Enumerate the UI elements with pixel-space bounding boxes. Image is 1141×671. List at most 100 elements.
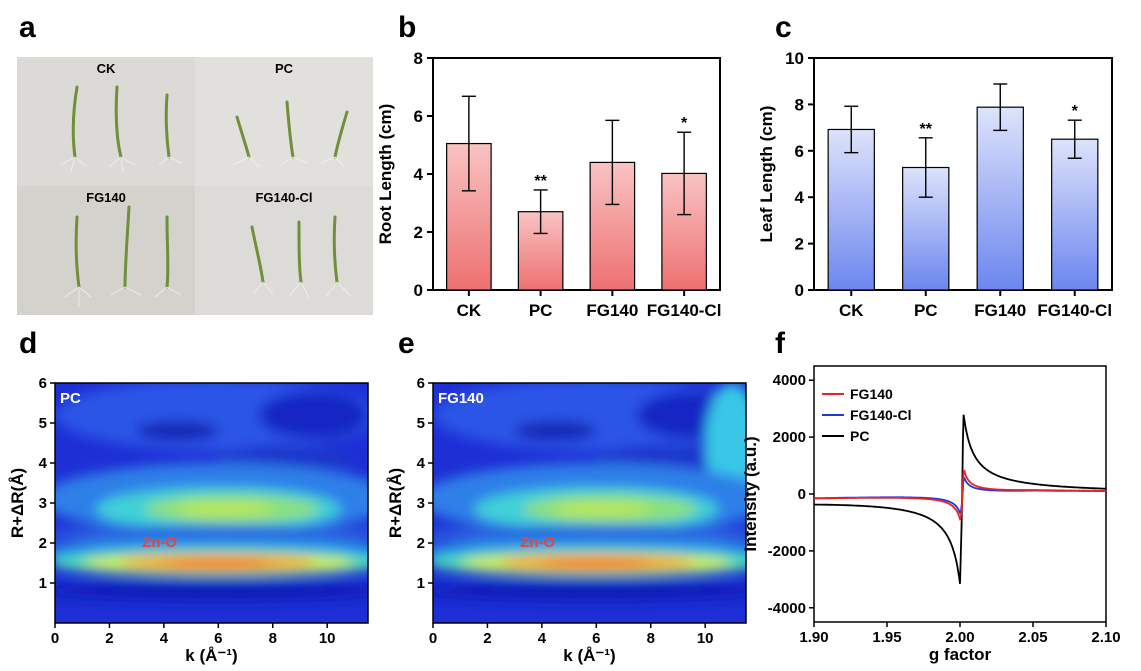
photo-label-fg140: FG140 [86, 190, 126, 205]
ytick-label-d: 6 [39, 375, 47, 392]
y-axis-label-f: Intensity (a.u.) [741, 436, 760, 551]
ytick-label-e: 4 [417, 455, 426, 472]
category-label-c: FG140-Cl [1037, 301, 1112, 320]
x-axis-label-d: k (Å⁻¹) [185, 646, 237, 665]
xtick-label-e: 2 [483, 630, 491, 647]
ytick-label-c: 10 [785, 49, 804, 68]
seedling-photo: CK PC FG140 FG140-Cl [17, 57, 373, 315]
panel-label-f: f [775, 327, 785, 360]
ytick-label-d: 5 [39, 415, 47, 432]
category-label-c: PC [914, 301, 938, 320]
panel-label-e: e [398, 327, 415, 360]
contour-blob [174, 501, 273, 517]
y-axis-label-b: Root Length (cm) [376, 104, 395, 245]
xtick-label-f: 1.90 [799, 629, 828, 646]
plot-frame-c [813, 57, 1113, 291]
xtick-label-e: 10 [697, 630, 714, 647]
xtick-label-e: 0 [429, 630, 437, 647]
contour-blob [433, 581, 746, 601]
xtick-label-e: 6 [592, 630, 600, 647]
bar-c [1051, 138, 1099, 291]
xtick-label-f: 2.00 [945, 629, 974, 646]
contour-blob [55, 525, 368, 545]
significance-mark-b: * [681, 115, 688, 132]
bar-c [827, 128, 875, 291]
ytick-label-b: 0 [414, 281, 423, 300]
ytick-label-d: 4 [39, 455, 48, 472]
ytick-label-c: 4 [795, 188, 805, 207]
photo-quadrant-fg140: FG140 [17, 186, 195, 315]
ytick-label-f: 4000 [773, 372, 806, 389]
ytick-label-f: 2000 [773, 429, 806, 446]
category-label-b: PC [529, 301, 553, 320]
legend-label-pc: PC [850, 428, 869, 444]
heatmap-sample-label-d: PC [60, 390, 81, 407]
zno-annotation-e: Zn-O [520, 534, 555, 551]
legend-label-fg140: FG140 [850, 386, 893, 402]
ytick-label-f: -4000 [768, 600, 806, 617]
ytick-label-e: 2 [417, 535, 425, 552]
ytick-label-d: 2 [39, 535, 47, 552]
ytick-label-e: 5 [417, 415, 425, 432]
ytick-label-b: 2 [414, 223, 423, 242]
ytick-label-b: 8 [414, 49, 423, 68]
contour-blob [55, 581, 368, 601]
ytick-label-c: 8 [795, 95, 804, 114]
y-axis-label-c: Leaf Length (cm) [757, 106, 776, 243]
ytick-label-b: 4 [414, 165, 424, 184]
x-axis-label-f: g factor [929, 645, 992, 664]
category-label-b: CK [457, 301, 482, 320]
panel-label-b: b [398, 11, 417, 44]
heatmap-contours [433, 383, 746, 601]
significance-mark-b: ** [534, 173, 547, 190]
contour-blob [433, 525, 746, 545]
xtick-label-d: 8 [269, 630, 277, 647]
photo-quadrant-fg140cl: FG140-Cl [195, 186, 373, 315]
ytick-label-c: 0 [795, 281, 804, 300]
heatmap-d [55, 383, 368, 623]
contour-blob [163, 559, 273, 567]
xtick-label-f: 2.10 [1091, 629, 1120, 646]
panel-label-a: a [19, 11, 36, 44]
significance-mark-c: * [1072, 103, 1079, 120]
xtick-label-f: 1.95 [872, 629, 901, 646]
xtick-label-e: 8 [647, 630, 655, 647]
category-label-c: CK [839, 301, 864, 320]
contour-blob [552, 501, 651, 517]
ytick-label-f: 0 [798, 486, 806, 503]
y-axis-label-d: R+ΔR(Å) [8, 468, 27, 538]
y-axis-label-e: R+ΔR(Å) [386, 468, 405, 538]
photo-label-pc: PC [274, 61, 294, 76]
seedlings-drawing [60, 85, 352, 307]
xtick-label-f: 2.05 [1018, 629, 1047, 646]
ytick-label-d: 1 [39, 575, 47, 592]
legend-label-fg140-cl: FG140-Cl [850, 407, 911, 423]
ytick-label-c: 2 [795, 235, 804, 254]
heatmap-contours [55, 383, 368, 601]
photo-label-ck: CK [96, 61, 116, 76]
zno-annotation-d: Zn-O [142, 534, 177, 551]
panel-label-d: d [19, 327, 38, 360]
contour-blob [514, 421, 597, 441]
category-label-b: FG140-Cl [647, 301, 722, 320]
ytick-label-c: 6 [795, 142, 804, 161]
ytick-label-e: 1 [417, 575, 425, 592]
ytick-label-b: 6 [414, 107, 423, 126]
xtick-label-e: 4 [538, 630, 547, 647]
category-label-c: FG140 [974, 301, 1026, 320]
series-line-fg140 [814, 470, 1106, 521]
ytick-label-d: 3 [39, 495, 47, 512]
bar-c [976, 106, 1024, 291]
xtick-label-d: 0 [51, 630, 59, 647]
significance-mark-c: ** [920, 121, 933, 138]
contour-blob [541, 559, 651, 567]
category-label-b: FG140 [586, 301, 638, 320]
x-axis-label-e: k (Å⁻¹) [563, 646, 615, 665]
xtick-label-d: 4 [160, 630, 169, 647]
xtick-label-d: 6 [214, 630, 222, 647]
ytick-label-f: -2000 [768, 543, 806, 560]
heatmap-sample-label-e: FG140 [438, 390, 484, 407]
xtick-label-d: 10 [319, 630, 336, 647]
panel-label-c: c [775, 11, 792, 44]
